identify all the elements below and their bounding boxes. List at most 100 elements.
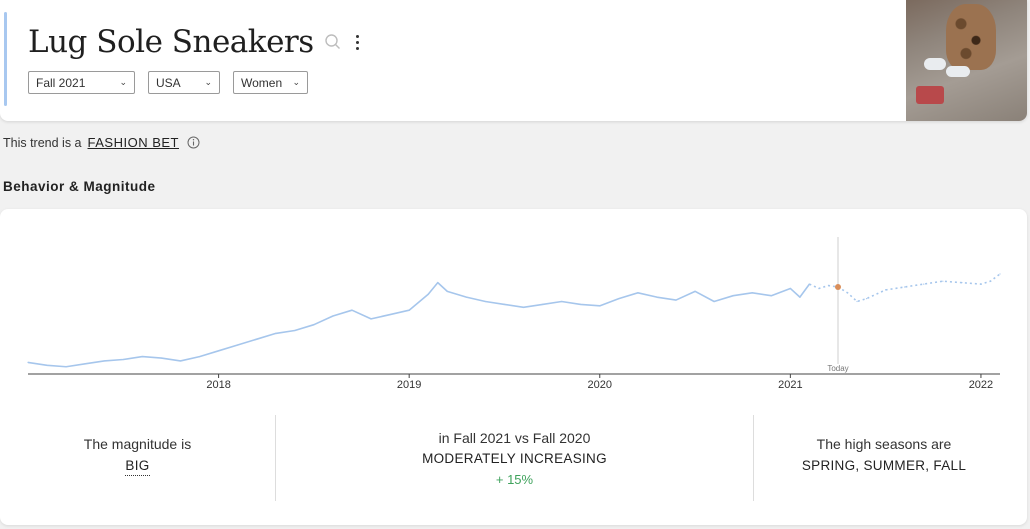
data-point [713,300,715,303]
trend-prefix: This trend is a [3,135,82,150]
data-point [942,280,944,282]
data-point [351,309,353,311]
data-point [989,280,992,282]
data-point [408,309,410,311]
behavior-line-chart: 2018 2019 2020 2021 2022 Today [27,237,1001,391]
trend-photo [906,0,1027,121]
data-point [637,292,639,294]
gender-select[interactable]: Women ⌄ [233,71,308,94]
data-point [427,293,429,295]
data-point [770,295,772,297]
chart-card: 2018 2019 2020 2021 2022 Today The magnitude … [0,209,1027,525]
chevron-down-icon: ⌄ [292,77,300,87]
data-point [446,290,448,292]
data-point [65,366,67,368]
x-tick-label: 2021 [778,379,802,391]
data-point [846,292,849,294]
historical-series-line [27,281,811,368]
seasonality-value: SPRING, SUMMER, FALL [801,458,967,473]
data-point [732,295,734,297]
data-point [465,296,467,298]
seasonality-label: The high seasons are [816,436,952,452]
data-point [541,303,544,305]
data-point [46,364,48,366]
data-point [198,356,201,358]
stats-row: The magnitude is BIG in Fall 2021 vs Fal… [0,415,1027,501]
magnitude-value[interactable]: BIG [125,458,150,476]
x-tick-label: 2019 [397,379,421,391]
section-title: Behavior & Magnitude [3,179,156,194]
data-point [84,363,86,365]
data-point [370,318,372,320]
today-label: Today [827,364,848,373]
data-point [904,286,906,288]
trend-label-link[interactable]: FASHION BET [87,135,179,150]
data-point [675,299,677,301]
data-point [561,300,563,303]
data-point [122,358,124,361]
photo-bag [916,86,944,104]
data-point [313,324,315,326]
data-point [799,296,801,298]
data-point [580,303,582,305]
data-point [179,360,182,362]
data-point [694,290,696,292]
growth-stat: in Fall 2021 vs Fall 2020 MODERATELY INC… [276,415,753,501]
filter-bar: Fall 2021 ⌄ USA ⌄ Women ⌄ [28,71,308,94]
data-point [160,357,163,359]
data-point [437,282,439,284]
trend-header-card: Lug Sole Sneakers Fall 2021 ⌄ USA ⌄ Wome… [0,0,1027,121]
data-point [865,298,868,300]
x-tick-label: 2018 [206,379,230,391]
data-point [503,303,506,305]
divider [753,415,754,501]
more-options-icon[interactable] [355,34,359,50]
season-select-value: Fall 2021 [36,75,86,90]
data-point [237,344,239,346]
x-tick-label: 2022 [969,379,993,391]
country-select-value: USA [156,75,181,90]
seasonality-stat: The high seasons are SPRING, SUMMER, FAL… [754,415,1014,501]
data-point [856,300,858,303]
data-point [656,296,658,298]
search-icon[interactable] [324,33,342,51]
data-point [808,283,811,285]
info-icon[interactable] [187,136,200,149]
growth-percent: + 15% [495,472,534,487]
data-point [294,329,296,332]
magnitude-stat: The magnitude is BIG [0,415,275,501]
data-point [618,298,620,300]
data-point [999,273,1001,275]
data-point [103,360,105,362]
page-title: Lug Sole Sneakers [28,24,314,60]
magnitude-label: The magnitude is [83,436,192,452]
trend-classification: This trend is a FASHION BET [3,135,200,150]
data-point [256,338,258,340]
data-point [818,287,820,290]
data-point [885,289,887,291]
chevron-down-icon: ⌄ [119,77,127,87]
country-select[interactable]: USA ⌄ [148,71,220,94]
photo-shoe [924,58,946,70]
data-point [522,306,525,308]
season-select[interactable]: Fall 2021 ⌄ [28,71,135,94]
gender-select-value: Women [241,75,283,90]
data-point [827,284,830,287]
data-point [332,315,334,317]
growth-value: MODERATELY INCREASING [422,451,607,466]
x-tick-label: 2020 [588,379,612,391]
photo-shoe [946,66,970,77]
today-point [835,284,841,290]
data-point [751,292,753,294]
title-row: Lug Sole Sneakers [28,24,359,60]
data-point [484,300,487,303]
accent-bar [4,12,7,106]
divider [275,415,276,501]
growth-label: in Fall 2021 vs Fall 2020 [438,430,591,446]
data-point [980,283,982,285]
data-point [217,350,220,352]
data-point [141,356,143,358]
data-point [961,282,963,284]
data-point [389,313,391,316]
data-point [789,287,791,290]
